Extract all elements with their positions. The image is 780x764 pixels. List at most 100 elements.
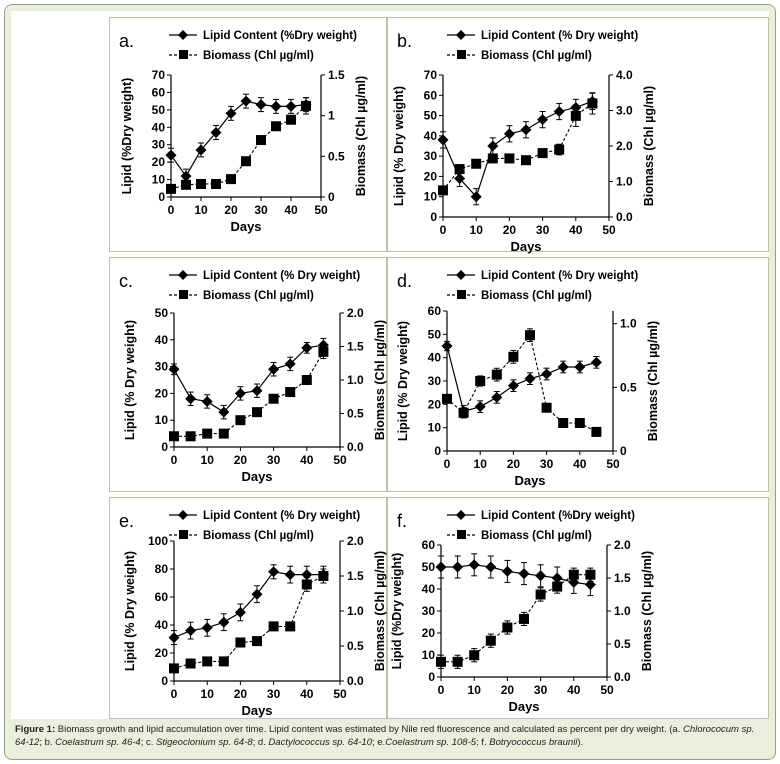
x-tick-label: 0 — [444, 457, 451, 471]
x-tick-label: 30 — [254, 203, 268, 217]
y-axis-title: Lipid (%Dry weight) — [390, 553, 404, 670]
data-point-lipid — [584, 579, 596, 591]
data-point-lipid — [520, 124, 532, 136]
y2-tick-label: 1.0 — [614, 604, 631, 618]
data-point-biomass — [502, 622, 513, 633]
data-point-biomass — [169, 431, 179, 442]
y-tick-label: 40 — [152, 120, 166, 134]
caption-species-e: Coelastrum sp. 108-5 — [385, 737, 477, 748]
panel-frame — [387, 17, 769, 252]
legend-marker-diamond — [456, 270, 466, 280]
data-point-lipid — [165, 149, 177, 161]
data-point-lipid — [503, 128, 515, 140]
legend-label-biomass: Biomass (Chl µg/ml) — [481, 290, 592, 302]
data-point-lipid — [454, 172, 466, 184]
x-tick-label: 40 — [567, 683, 581, 697]
data-point-lipid — [568, 576, 580, 588]
data-point-lipid — [218, 616, 230, 628]
data-point-lipid — [452, 561, 464, 573]
y-tick-label: 50 — [422, 560, 436, 574]
x-tick-label: 50 — [333, 687, 347, 701]
data-point-lipid — [437, 134, 449, 146]
panel-letter: c. — [119, 271, 133, 291]
data-point-lipid — [541, 368, 553, 380]
legend-marker-diamond — [178, 510, 188, 520]
caption-sep: ; e. — [372, 737, 386, 748]
data-point-biomass — [218, 428, 229, 439]
data-point-biomass — [442, 393, 452, 404]
data-point-biomass — [241, 156, 251, 167]
y2-tick-label: 1.0 — [347, 373, 364, 387]
data-point-lipid — [458, 405, 470, 417]
data-point-biomass — [235, 415, 246, 426]
y-tick-label: 10 — [152, 173, 166, 187]
y2-tick-label: 2.0 — [614, 538, 631, 552]
x-tick-label: 40 — [284, 203, 298, 217]
data-point-lipid — [524, 373, 536, 385]
data-point-lipid — [507, 380, 519, 392]
chart-panel-b: b. Lipid Content (% Dry weight) Biomass (C… — [387, 17, 769, 254]
caption-sep: ; b. — [39, 737, 56, 748]
data-point-lipid — [284, 358, 296, 370]
x-tick-label: 30 — [267, 687, 281, 701]
x-tick-label: 40 — [300, 687, 314, 701]
y-axis-title: Lipid (% Dry weight) — [123, 320, 137, 440]
y2-axis-title: Biomass (Chl µg/ml) — [646, 321, 660, 441]
y-tick-label: 0 — [434, 444, 441, 458]
x-tick-label: 20 — [507, 457, 521, 471]
data-point-biomass — [541, 402, 552, 413]
x-axis-title: Days — [514, 473, 545, 488]
data-point-lipid — [317, 569, 329, 581]
y2-axis-title: Biomass (Chl µg/ml) — [640, 551, 654, 671]
data-point-lipid — [317, 339, 329, 351]
y-tick-label: 20 — [422, 626, 436, 640]
data-point-lipid — [557, 361, 569, 373]
data-point-lipid — [301, 342, 313, 354]
series-line-biomass — [174, 351, 324, 437]
data-point-lipid — [470, 191, 482, 203]
y2-axis-title: Biomass (Chl µg/ml) — [354, 76, 368, 196]
caption-sep: ; f. — [476, 737, 490, 748]
x-tick-label: 20 — [234, 687, 248, 701]
data-point-biomass — [252, 407, 262, 418]
y-axis-title: Lipid (%Dry weight) — [120, 78, 134, 195]
data-point-biomass — [491, 369, 502, 380]
caption-sep: ). — [577, 737, 584, 748]
data-point-biomass — [185, 431, 196, 442]
data-point-lipid — [201, 395, 213, 407]
legend-label-lipid: Lipid Content (% Dry weight) — [203, 270, 360, 282]
data-point-biomass — [558, 418, 569, 428]
y2-tick-label: 1.0 — [620, 317, 637, 331]
data-point-lipid — [586, 95, 598, 107]
data-point-biomass — [268, 621, 279, 632]
data-point-biomass — [181, 179, 191, 190]
y-axis-title: Lipid (% Dry weight) — [123, 551, 137, 671]
x-tick-label: 10 — [201, 453, 215, 467]
legend-label-lipid: Lipid Content (%Dry weight) — [481, 510, 635, 522]
legend-marker-square — [179, 530, 188, 539]
data-point-biomass — [285, 621, 296, 632]
data-point-biomass — [268, 393, 279, 404]
x-tick-label: 10 — [201, 687, 215, 701]
panel-letter: f. — [397, 511, 407, 531]
y2-axis-title: Biomass (Chl µg/ml) — [373, 551, 387, 671]
y2-tick-label: 1.5 — [614, 571, 631, 585]
legend-marker-square — [457, 530, 466, 539]
y-tick-label: 20 — [152, 155, 166, 169]
data-point-biomass — [301, 375, 312, 385]
data-point-lipid — [180, 170, 192, 182]
series-line-lipid — [442, 100, 593, 198]
data-point-lipid — [300, 99, 312, 111]
y-tick-label: 70 — [424, 68, 438, 82]
data-point-lipid — [590, 356, 602, 368]
legend-label-biomass: Biomass (Chl µg/ml) — [481, 50, 592, 62]
y2-tick-label: 1.0 — [347, 604, 364, 618]
x-tick-label: 40 — [300, 453, 314, 467]
y2-tick-label: 0 — [328, 190, 335, 204]
data-point-lipid — [435, 561, 447, 573]
data-point-biomass — [256, 135, 266, 146]
series-line-biomass — [173, 575, 324, 669]
panel-letter: e. — [119, 511, 134, 531]
y2-tick-label: 3.0 — [616, 104, 633, 118]
y-tick-label: 40 — [155, 618, 169, 632]
